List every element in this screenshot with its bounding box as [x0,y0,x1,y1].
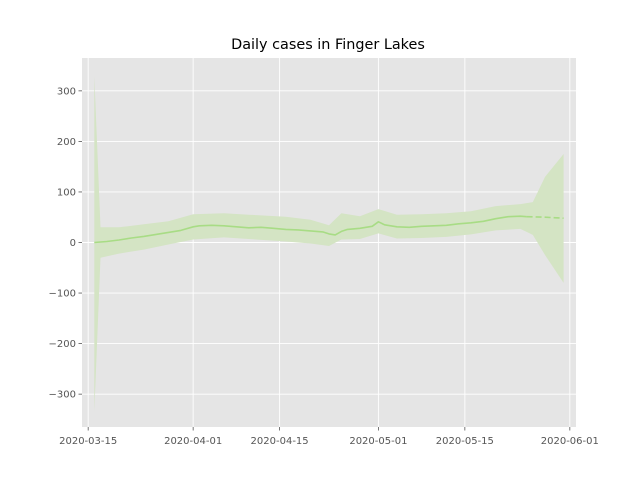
y-tick-label: −200 [49,339,76,350]
y-axis: 300 200 100 0 −100 −200 −300 [49,86,82,401]
y-tick-label: 300 [57,86,76,97]
y-tick-label: −100 [49,289,76,300]
x-tick-label: 2020-03-15 [59,436,117,447]
chart-title: Daily cases in Finger Lakes [231,37,425,53]
y-tick-label: 100 [57,188,76,199]
grid [82,58,576,427]
x-tick-label: 2020-04-01 [164,436,222,447]
x-tick-label: 2020-05-01 [349,436,407,447]
x-tick-label: 2020-06-01 [541,436,599,447]
confidence-band [94,75,564,412]
y-tick-label: 200 [57,137,76,148]
x-tick-label: 2020-04-15 [251,436,309,447]
y-tick-label: −300 [49,390,76,401]
forecast-line [526,215,564,219]
x-tick-label: 2020-05-15 [436,436,494,447]
y-tick-label: 0 [70,238,76,249]
x-axis: 2020-03-15 2020-04-01 2020-04-15 2020-05-01… [59,427,599,447]
confidence-band-layer [94,75,564,412]
cases-line [94,215,527,244]
series-line-layer [94,215,564,244]
